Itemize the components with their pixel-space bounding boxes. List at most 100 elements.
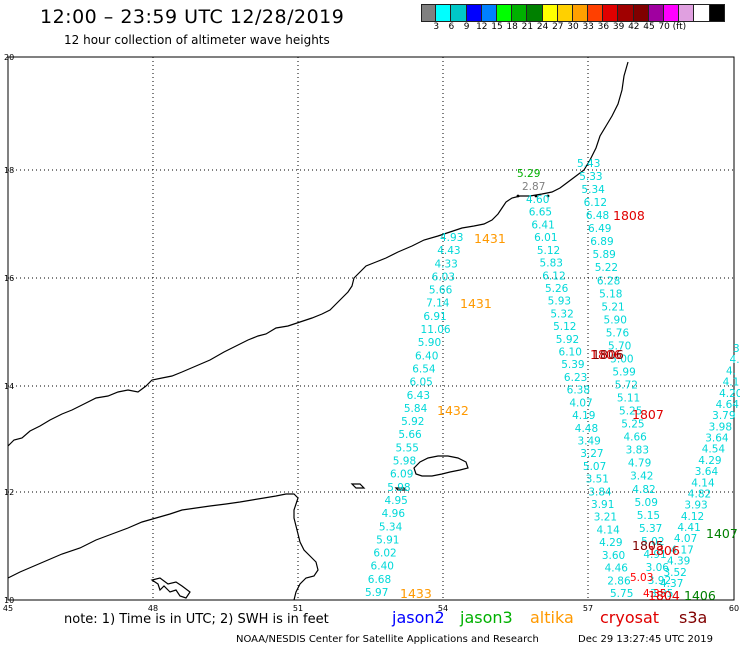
wave-height-value: 3.49 bbox=[577, 435, 600, 447]
lat-tick-label: 10 bbox=[4, 596, 14, 605]
wave-height-value: 6.65 bbox=[529, 207, 552, 219]
pass-time-label: 1806 bbox=[590, 347, 622, 362]
wave-height-value: 5.76 bbox=[606, 327, 630, 339]
wave-height-value: 4.19 bbox=[572, 410, 595, 422]
wave-height-value: 4.82 bbox=[632, 484, 655, 496]
pass-time-label: 1406 bbox=[684, 588, 716, 603]
wave-height-value: 3.60 bbox=[602, 550, 625, 562]
color-swatch bbox=[451, 5, 467, 21]
wave-height-value: 5.39 bbox=[561, 359, 584, 371]
wave-height-value: 6.91 bbox=[423, 311, 446, 323]
color-scale-label: (ft) bbox=[672, 22, 687, 32]
wave-height-value: 5.26 bbox=[545, 283, 569, 295]
wave-height-value: 6.28 bbox=[597, 275, 620, 287]
wave-height-value: 3.52 bbox=[663, 567, 686, 579]
wave-height-value: 5.83 bbox=[540, 258, 563, 270]
wave-height-value: 6.09 bbox=[390, 469, 413, 481]
wave-height-value: 4.46 bbox=[605, 563, 629, 575]
wave-height-value: 6.12 bbox=[584, 197, 607, 209]
color-swatch bbox=[679, 5, 695, 21]
wave-height-value: 5.15 bbox=[637, 510, 660, 522]
wave-height-value: 3.21 bbox=[594, 512, 617, 524]
color-swatch bbox=[466, 5, 482, 21]
wave-height-value: 5.34 bbox=[581, 184, 605, 196]
wave-height-value: 5.99 bbox=[612, 366, 635, 378]
color-swatch bbox=[603, 5, 619, 21]
lat-tick-label: 20 bbox=[4, 53, 14, 62]
lat-lon-grid bbox=[8, 57, 734, 600]
wave-height-value: 5.43 bbox=[577, 158, 600, 170]
color-scale-label: 9 bbox=[463, 22, 470, 32]
axis-tick-labels: 45 48 51 54 57 60 10 12 14 16 18 20 bbox=[3, 53, 739, 613]
color-swatch bbox=[496, 5, 513, 21]
wave-height-value: 6.05 bbox=[409, 377, 432, 389]
legend-item: jason2 bbox=[392, 608, 445, 627]
wave-height-value: 4.82 bbox=[688, 488, 711, 500]
wave-height-value: 2.87 bbox=[522, 181, 545, 193]
wave-height-value: 6.43 bbox=[407, 390, 430, 402]
map-frame bbox=[7, 56, 735, 601]
pass-time-label: 1805 bbox=[632, 538, 664, 553]
wave-height-value: 2.86 bbox=[607, 575, 631, 587]
wave-height-value: 4.96 bbox=[382, 508, 406, 520]
wave-height-value: 5.21 bbox=[601, 301, 624, 313]
wave-height-value: 4.33 bbox=[434, 258, 457, 270]
wave-height-value: 5.22 bbox=[595, 262, 618, 274]
wave-height-value: 7.14 bbox=[426, 298, 450, 310]
color-swatch bbox=[436, 5, 452, 21]
wave-height-value: 4.60 bbox=[526, 194, 549, 206]
wave-height-value: 3.51 bbox=[586, 474, 609, 486]
wave-height-value: 4.95 bbox=[384, 495, 407, 507]
color-scale-label: 15 bbox=[491, 22, 503, 32]
wave-height-value: 4.29 bbox=[599, 537, 622, 549]
coastal-dots bbox=[516, 194, 550, 198]
pass-time-label: 1432 bbox=[437, 403, 469, 418]
wave-height-value: 5.12 bbox=[553, 321, 576, 333]
wave-height-value: 4.93 bbox=[440, 232, 463, 244]
wave-height-value: 3.64 bbox=[705, 433, 729, 445]
wave-height-value: 5.72 bbox=[615, 380, 638, 392]
map-subtitle: 12 hour collection of altimeter wave hei… bbox=[64, 33, 330, 47]
color-scale-label: 45 bbox=[643, 22, 655, 32]
wave-height-value: 5.18 bbox=[599, 288, 622, 300]
wave-height-value: 4.17 bbox=[670, 544, 693, 556]
wave-height-value: 5.90 bbox=[604, 314, 627, 326]
color-scale-label: 30 bbox=[567, 22, 579, 32]
wave-height-value: 5.98 bbox=[393, 456, 416, 468]
wave-height-value: 4.43 bbox=[437, 245, 460, 257]
wave-height-value: 5.09 bbox=[635, 497, 658, 509]
wave-height-value: 5.66 bbox=[398, 429, 422, 441]
pass-time-label: 1431 bbox=[474, 231, 506, 246]
wave-height-value: 5.55 bbox=[396, 442, 419, 454]
wave-height-value: 5.70 bbox=[608, 340, 631, 352]
wave-height-value: 5.33 bbox=[579, 171, 602, 183]
wave-height-value: 3.83 bbox=[626, 445, 649, 457]
wave-height-value: 4. bbox=[730, 354, 740, 366]
wave-height-value: 5.25 bbox=[619, 406, 642, 418]
wave-height-value: 4.07 bbox=[674, 533, 697, 545]
lon-tick-label: 57 bbox=[583, 604, 593, 613]
wave-height-value: 6.23 bbox=[564, 372, 587, 384]
coastline bbox=[7, 61, 629, 601]
wave-height-value: 6.48 bbox=[586, 210, 609, 222]
lat-tick-label: 16 bbox=[4, 274, 14, 283]
color-scale-label: 27 bbox=[552, 22, 564, 32]
wave-height-value: 5.29 bbox=[517, 168, 540, 180]
wave-height-value: 6.40 bbox=[415, 350, 438, 362]
units-note: note: 1) Time is in UTC; 2) SWH is in fe… bbox=[64, 612, 329, 627]
wave-height-value: 6.38 bbox=[567, 385, 590, 397]
lat-tick-label: 12 bbox=[4, 488, 14, 497]
wave-height-value: 6.01 bbox=[534, 232, 557, 244]
wave-height-value: 6.10 bbox=[559, 347, 582, 359]
wave-height-value: 4.35 bbox=[643, 588, 666, 600]
pass-time-label: 1433 bbox=[400, 586, 432, 601]
color-swatch bbox=[694, 5, 710, 21]
satellite-tracks: 4.934.434.336.035.667.146.9111.065.906.4… bbox=[365, 158, 740, 600]
wave-height-value: 6.40 bbox=[371, 561, 394, 573]
color-scale-bar bbox=[421, 4, 725, 22]
legend-item: altika bbox=[530, 608, 574, 627]
map-title: 12:00 – 23:59 UTC 12/28/2019 bbox=[40, 6, 345, 28]
color-scale-label: 42 bbox=[628, 22, 640, 32]
wave-height-value: 5.32 bbox=[550, 308, 573, 320]
color-scale-label: 18 bbox=[506, 22, 518, 32]
